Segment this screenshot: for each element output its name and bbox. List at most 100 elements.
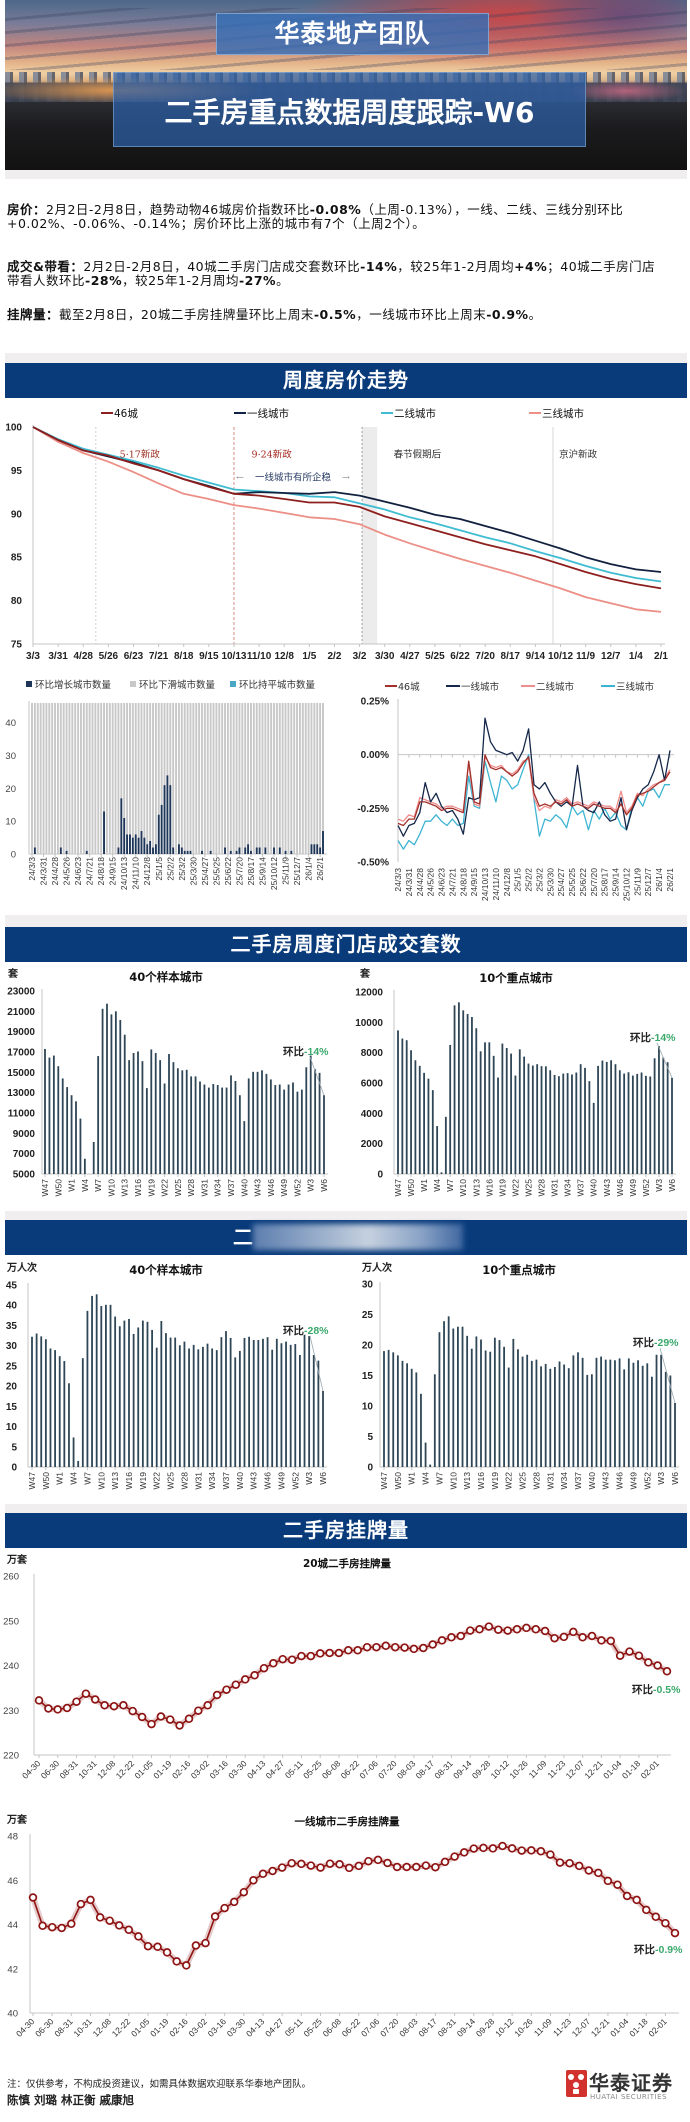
bar-segment xyxy=(186,703,189,851)
legend-label: 三线城市 xyxy=(542,407,584,420)
data-point-marker xyxy=(153,1942,162,1952)
bar xyxy=(269,1079,272,1174)
x-tick-label: W31 xyxy=(199,1179,209,1197)
bar xyxy=(114,1011,117,1174)
x-tick-label: 10-12 xyxy=(493,2016,516,2039)
y-axis-unit: 套 xyxy=(360,969,370,980)
bar xyxy=(40,1336,43,1467)
bar xyxy=(287,1084,290,1174)
bar xyxy=(669,1375,672,1467)
x-tick-label: W34 xyxy=(559,1472,569,1490)
y-tick-label: 6000 xyxy=(361,1079,384,1090)
bar xyxy=(323,1095,325,1174)
data-point-marker xyxy=(344,1646,353,1655)
data-point-marker xyxy=(440,1857,450,1867)
bar-segment xyxy=(290,850,293,854)
bar-segment xyxy=(275,703,278,854)
bar xyxy=(649,1076,652,1174)
bar xyxy=(252,1071,255,1174)
legend-label: 一线城市 xyxy=(461,682,500,693)
x-tick-label: W40 xyxy=(239,1179,249,1197)
x-tick-label: W49 xyxy=(276,1472,286,1490)
y-tick-label: 0 xyxy=(377,1170,383,1181)
data-point-marker xyxy=(517,1846,526,1855)
bar-segment xyxy=(192,703,195,854)
y-tick-label: 8000 xyxy=(361,1048,384,1059)
data-point-marker xyxy=(182,1961,191,1970)
x-tick-label: W37 xyxy=(221,1472,231,1490)
x-tick-label: W31 xyxy=(545,1472,555,1490)
data-point-marker xyxy=(86,1895,95,1905)
report-title: 二手房重点数据周度跟踪-W6 xyxy=(113,72,586,147)
data-point-marker xyxy=(603,1876,613,1886)
legend-item-falling-cities: 环比下滑城市数量 xyxy=(130,677,215,691)
bar xyxy=(220,1337,223,1467)
summary-price: 房价：2月2日-2月8日，趋势动物46城房价指数环比-0.08%（上周-0.13… xyxy=(7,203,687,230)
data-point-marker xyxy=(44,1704,53,1713)
bar xyxy=(106,1003,108,1174)
bar-segment xyxy=(264,847,267,854)
change-value: -29% xyxy=(654,1337,679,1349)
data-point-marker xyxy=(606,1636,616,1646)
data-point-marker xyxy=(165,1715,175,1724)
bar xyxy=(492,1055,495,1174)
legend-line-icon xyxy=(446,685,460,687)
data-point-marker xyxy=(259,1663,269,1673)
y-axis-unit: 万人次 xyxy=(362,1263,392,1274)
legend-square-icon xyxy=(230,681,236,687)
x-tick-label: 07-06 xyxy=(357,1758,380,1781)
bar xyxy=(449,1044,452,1174)
x-tick-label: 24/4/28 xyxy=(50,857,60,886)
logo-dot xyxy=(573,2089,579,2094)
x-tick-label: W52 xyxy=(641,1179,651,1197)
body-text: ，较25年1-2月周均 xyxy=(397,259,515,274)
x-tick-label: 24/12/8 xyxy=(142,857,152,886)
bar xyxy=(266,1337,269,1467)
data-point-marker xyxy=(431,1862,440,1872)
bar-segment xyxy=(229,850,232,854)
x-tick-label: 24/9/15 xyxy=(108,857,118,886)
x-tick-label: W25 xyxy=(166,1472,176,1490)
bar-segment xyxy=(114,703,117,854)
bar xyxy=(95,1294,98,1467)
x-tick-label: 25/12/7 xyxy=(292,857,302,886)
deals-40-cities-bar-chart: 5000 7000 9000 11000 13000 15000 17000 19000 210… xyxy=(7,987,329,1197)
bar-segment xyxy=(134,703,137,835)
bar-segment xyxy=(238,703,241,848)
x-tick-label: 08-17 xyxy=(416,2016,439,2039)
bar xyxy=(141,1320,144,1467)
emphasis-text: -0.9% xyxy=(486,307,529,322)
bar xyxy=(671,1077,673,1174)
bar-segment xyxy=(157,703,160,815)
data-point-marker xyxy=(381,1641,391,1651)
bar-segment xyxy=(177,703,180,845)
bar xyxy=(280,1343,283,1467)
body-text: ；40城二手房门店 xyxy=(547,259,656,274)
x-tick-label: W7 xyxy=(82,1472,92,1485)
bar-segment xyxy=(238,847,241,854)
bar-segment xyxy=(278,703,281,848)
x-tick-label: W31 xyxy=(193,1472,203,1490)
x-tick-label: 26/2/1 xyxy=(315,857,325,881)
bar-segment xyxy=(149,840,152,854)
bar xyxy=(31,1336,33,1467)
bar xyxy=(278,1084,281,1174)
bar xyxy=(312,1354,315,1467)
x-tick-label: 03-02 xyxy=(186,2016,209,2039)
bar xyxy=(202,1346,204,1467)
data-point-marker xyxy=(644,1658,653,1667)
x-tick-label: W49 xyxy=(279,1179,289,1197)
bar xyxy=(471,1017,473,1174)
data-point-marker xyxy=(128,1706,137,1716)
bar-segment xyxy=(129,703,131,835)
x-tick-label: 07-20 xyxy=(378,2016,401,2039)
bar xyxy=(257,1340,260,1467)
body-text: +0.02%、-0.06%、-0.14%；房价环比上涨的城市有7个（上周2个）。 xyxy=(7,215,426,231)
x-tick-label: 12-22 xyxy=(110,2016,133,2039)
x-tick-label: 25/3/2 xyxy=(177,857,187,881)
bar xyxy=(105,1304,107,1467)
bar xyxy=(234,1080,237,1174)
data-point-marker xyxy=(642,1905,651,1915)
x-tick-label: W13 xyxy=(471,1179,481,1197)
change-value: -28% xyxy=(304,1325,329,1337)
